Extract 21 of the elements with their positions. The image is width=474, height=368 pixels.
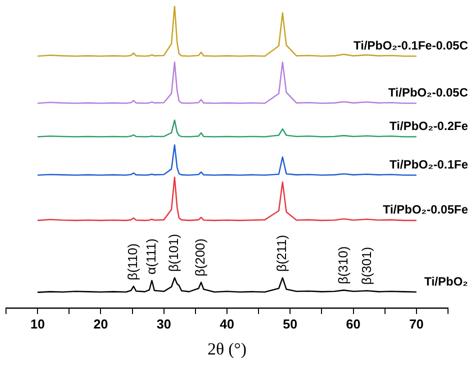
x-tick-label: 20: [93, 316, 108, 332]
x-tick-label: 70: [409, 316, 424, 332]
x-tick-label: 50: [282, 316, 298, 332]
x-tick-label: 60: [346, 316, 361, 332]
annotation: β(110): [125, 243, 140, 280]
annotation: β(301): [358, 246, 374, 285]
x-tick-label: 30: [156, 316, 172, 332]
annotation: β(310): [335, 246, 350, 284]
annotation: β(200): [192, 238, 208, 276]
annotation: β(211): [274, 234, 290, 272]
series-label: Ti/PbO₂-0.05Fe: [382, 202, 468, 217]
annotation: β(101): [166, 234, 182, 272]
series-label: Ti/PbO₂-0.2Fe: [390, 119, 468, 134]
series-label: Ti/PbO₂: [424, 274, 468, 288]
annotation: α(111): [143, 238, 158, 275]
series-label: Ti/PbO₂-0.1Fe-0.05C: [354, 38, 468, 52]
x-tick-label: 40: [220, 316, 234, 332]
x-tick-label: 10: [30, 316, 45, 332]
series-label: Ti/PbO₂-0.05C: [388, 86, 468, 100]
x-axis-title: 2θ (°): [207, 339, 247, 358]
series-label: Ti/PbO₂-0.1Fe: [390, 157, 468, 172]
